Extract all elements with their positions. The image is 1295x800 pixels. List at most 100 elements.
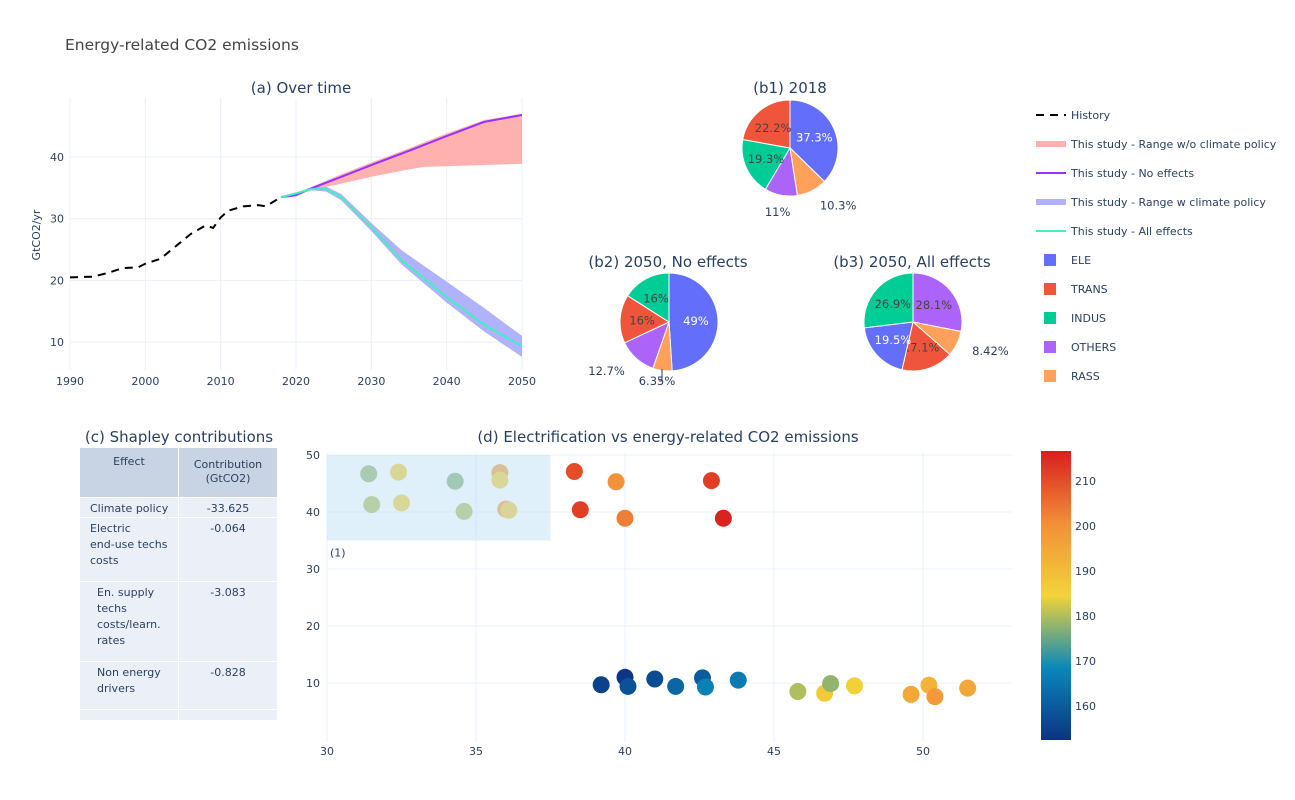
table-cell xyxy=(80,710,178,720)
colorbar-tick-label: 180 xyxy=(1075,610,1096,623)
table-row: En. supply techs costs/learn. rates -3.083 xyxy=(80,582,277,661)
scatter-point[interactable] xyxy=(616,509,634,527)
scatter-point[interactable] xyxy=(902,685,920,703)
legend-item-this-study-range-w-climate-policy[interactable]: This study - Range w climate policy xyxy=(1036,196,1266,209)
pie-charts: 37.3% 10.3% 11% 19.3% 22.2% 49% 6.35% 12.7% 16% 1… xyxy=(588,99,1009,388)
scatter-point[interactable] xyxy=(926,688,944,706)
pie-label: 12.7% xyxy=(588,364,625,378)
legend-label: RASS xyxy=(1071,370,1100,383)
scatter-point[interactable] xyxy=(702,472,720,490)
pie-slice-ele[interactable] xyxy=(668,272,719,372)
table-cell-text: drivers xyxy=(97,682,135,695)
region-label: (1) xyxy=(330,547,346,560)
pie-slice-indus[interactable] xyxy=(626,272,670,323)
scatter-point[interactable] xyxy=(646,670,664,688)
legend-item-history[interactable]: History xyxy=(1036,109,1111,122)
legend-item-this-study-all-effects[interactable]: This study - All effects xyxy=(1036,225,1193,238)
pie-slice-ele[interactable] xyxy=(863,321,914,371)
pie-label: 22.2% xyxy=(755,121,792,135)
colorbar-tick-label: 160 xyxy=(1075,700,1096,713)
table-cell xyxy=(179,518,277,581)
table-header-cell xyxy=(179,448,277,497)
subplot-title-b2: (b2) 2050, No effects xyxy=(588,253,747,271)
table-header-cell xyxy=(80,448,178,497)
pie-slice-indus[interactable] xyxy=(741,138,791,190)
table-cell-text: rates xyxy=(97,634,125,647)
pie-label: 26.9% xyxy=(875,297,912,311)
legend[interactable]: History This study - Range w/o climate po… xyxy=(1036,109,1277,383)
legend-label: OTHERS xyxy=(1071,341,1116,354)
x-tick-label: 2000 xyxy=(131,375,159,388)
table-cell-text: Climate policy xyxy=(90,502,169,515)
band-3 xyxy=(280,186,522,357)
scatter-point[interactable] xyxy=(592,676,610,694)
table-cell xyxy=(80,518,178,581)
legend-square-icon xyxy=(1044,312,1056,324)
table-cell xyxy=(179,582,277,661)
legend-square-icon xyxy=(1044,370,1056,382)
pie-label: 19.3% xyxy=(748,152,785,166)
legend-item-rass[interactable]: RASS xyxy=(1044,370,1100,383)
legend-item-indus[interactable]: INDUS xyxy=(1044,312,1106,325)
table-cell-text: En. supply xyxy=(97,586,155,599)
scatter-point[interactable] xyxy=(822,675,840,693)
scatter-point[interactable] xyxy=(959,679,977,697)
legend-item-ele[interactable]: ELE xyxy=(1044,254,1091,267)
series-line-4 xyxy=(280,188,522,348)
y-tick-label: 10 xyxy=(50,336,64,349)
table-cell xyxy=(80,498,178,517)
y-tick-label: 20 xyxy=(306,620,320,633)
scatter-point[interactable] xyxy=(565,463,583,481)
x-tick-label: 40 xyxy=(618,745,632,758)
table-cell-text: end-use techs xyxy=(90,538,168,551)
x-tick-label: 2050 xyxy=(508,375,536,388)
legend-square-icon xyxy=(1044,283,1056,295)
table-row: Climate policy -33.625 xyxy=(80,498,277,517)
scatter-point[interactable] xyxy=(845,677,863,695)
legend-label: This study - Range w/o climate policy xyxy=(1070,138,1277,151)
x-tick-label: 50 xyxy=(916,745,930,758)
y-axis-label-a: GtCO2/yr xyxy=(30,209,43,260)
pie-label: 10.3% xyxy=(820,199,857,213)
subplot-title-d: (d) Electrification vs energy-related CO… xyxy=(477,428,858,446)
pie-label: 19.5% xyxy=(875,333,912,347)
colorbar-tick-label: 210 xyxy=(1075,475,1096,488)
scatter-point[interactable] xyxy=(571,501,589,519)
table-row: Electric end-use techs costs -0.064 xyxy=(80,518,277,581)
legend-item-others[interactable]: OTHERS xyxy=(1044,341,1116,354)
scatter-point[interactable] xyxy=(607,473,625,491)
legend-label: ELE xyxy=(1071,254,1091,267)
table-cell xyxy=(179,498,277,517)
table-header-text: Contribution xyxy=(194,458,262,471)
table-cell xyxy=(179,710,277,720)
scatter-point[interactable] xyxy=(714,509,732,527)
figure-title: Energy-related CO2 emissions xyxy=(65,36,299,54)
y-tick-label: 40 xyxy=(306,506,320,519)
table-cell-text: costs/learn. xyxy=(97,618,161,631)
y-tick-label: 30 xyxy=(306,563,320,576)
legend-label: This study - All effects xyxy=(1070,225,1193,238)
legend-item-trans[interactable]: TRANS xyxy=(1044,283,1108,296)
scatter-point[interactable] xyxy=(789,683,807,701)
pie-slice-trans[interactable] xyxy=(742,99,791,149)
table-row xyxy=(80,710,277,720)
x-tick-label: 45 xyxy=(767,745,781,758)
scatter-point[interactable] xyxy=(619,677,637,695)
scatter-point[interactable] xyxy=(696,678,714,696)
legend-item-this-study-range-w-o-climate-policy[interactable]: This study - Range w/o climate policy xyxy=(1036,138,1277,151)
table-cell-text: -3.083 xyxy=(210,586,245,599)
pie-slice-indus[interactable] xyxy=(863,272,914,329)
legend-label: INDUS xyxy=(1071,312,1106,325)
scatter-point[interactable] xyxy=(729,671,747,689)
y-tick-label: 40 xyxy=(50,151,64,164)
pie-slice-ele[interactable] xyxy=(789,99,839,183)
series-line-0 xyxy=(70,196,282,279)
pie-slice-trans[interactable] xyxy=(901,321,951,372)
legend-item-this-study-no-effects[interactable]: This study - No effects xyxy=(1036,167,1194,180)
table-cell xyxy=(179,662,277,709)
pie-slice-others[interactable] xyxy=(912,272,963,333)
pie-slice-trans[interactable] xyxy=(619,295,671,344)
table-cell-text: Non energy xyxy=(97,666,161,679)
scatter-point[interactable] xyxy=(667,677,685,695)
table-cell xyxy=(80,582,178,661)
